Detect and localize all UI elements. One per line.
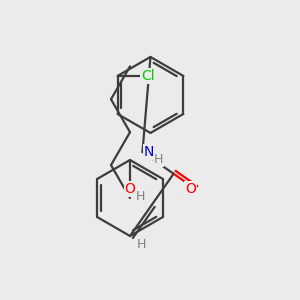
Text: H: H xyxy=(154,153,163,167)
Text: O: O xyxy=(185,182,196,196)
Text: O: O xyxy=(124,182,135,196)
Text: Cl: Cl xyxy=(141,69,155,83)
Text: N: N xyxy=(143,145,154,159)
Text: H: H xyxy=(136,190,145,203)
Text: H: H xyxy=(137,238,146,250)
